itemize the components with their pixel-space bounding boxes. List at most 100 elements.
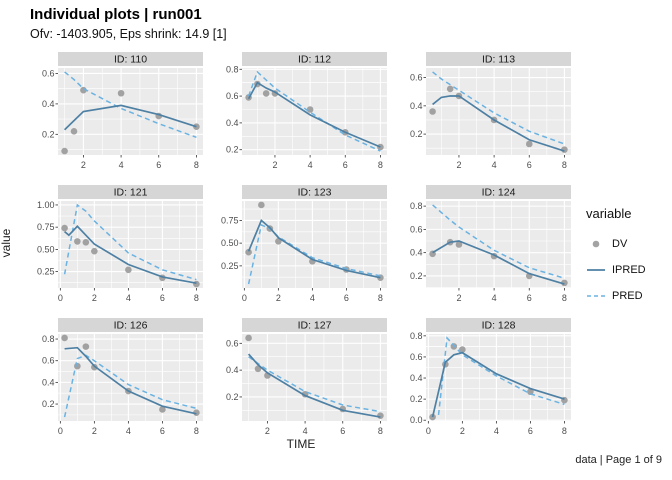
svg-text:2: 2 (460, 426, 465, 436)
svg-text:0.2: 0.2 (410, 394, 423, 404)
facet-strip-label: ID: 127 (298, 320, 332, 332)
pred-line-icon (586, 287, 606, 305)
svg-text:4: 4 (308, 160, 313, 170)
facet-grid: 0.2 0.4 0.6 2 4 6 8 ID: 110 0.2 0.4 0.6 0.8 2 4 6 8 I… (30, 52, 572, 437)
svg-text:0: 0 (58, 293, 63, 303)
svg-text:8: 8 (194, 160, 199, 170)
facet-plot-121: 0.25 0.50 0.75 1.00 0 2 4 6 8 ID: 121 (37, 185, 203, 303)
svg-text:6: 6 (340, 426, 345, 436)
svg-text:0.6: 0.6 (226, 91, 239, 101)
legend-entry-ipred: IPRED (586, 257, 672, 283)
svg-text:4: 4 (126, 293, 131, 303)
svg-text:0.25: 0.25 (37, 267, 55, 277)
svg-text:2: 2 (81, 160, 86, 170)
svg-text:8: 8 (194, 293, 199, 303)
svg-text:6: 6 (160, 426, 165, 436)
legend-entry-label: DV (612, 238, 628, 250)
facet-strip-label: ID: 121 (114, 187, 148, 199)
legend-entry-label: IPRED (612, 264, 646, 276)
svg-text:0.8: 0.8 (410, 331, 423, 341)
facet-plot-112: 0.2 0.4 0.6 0.8 2 4 6 8 ID: 112 (226, 52, 387, 170)
svg-text:0.2: 0.2 (410, 271, 423, 281)
facet-strip-label: ID: 110 (114, 54, 147, 66)
svg-text:4: 4 (494, 426, 499, 436)
svg-text:6: 6 (527, 293, 532, 303)
svg-text:8: 8 (562, 426, 567, 436)
svg-text:8: 8 (194, 426, 199, 436)
svg-text:4: 4 (126, 426, 131, 436)
facet-plot-110: 0.2 0.4 0.6 2 4 6 8 ID: 110 (42, 52, 203, 170)
svg-text:0.2: 0.2 (42, 399, 55, 409)
facet-plot-113: 0.2 0.4 0.6 2 4 6 8 ID: 113 (410, 52, 571, 170)
facet-plot-123: 0.25 0.50 0.75 0 2 4 6 8 ID: 123 (221, 185, 387, 303)
svg-text:0.2: 0.2 (410, 129, 423, 139)
page-subtitle: Ofv: -1403.905, Eps shrink: 14.9 [1] (30, 27, 227, 41)
svg-text:6: 6 (160, 293, 165, 303)
svg-text:0: 0 (242, 293, 247, 303)
svg-text:0.6: 0.6 (42, 68, 55, 78)
svg-text:0.4: 0.4 (226, 118, 239, 128)
svg-text:2: 2 (92, 293, 97, 303)
facet-plot-128: 0.0 0.2 0.4 0.6 0.8 0 2 4 6 8 ID: 128 (410, 318, 571, 436)
svg-text:4: 4 (119, 160, 124, 170)
svg-text:0.8: 0.8 (42, 334, 55, 344)
svg-text:0.6: 0.6 (42, 356, 55, 366)
svg-text:0.75: 0.75 (37, 222, 55, 232)
facet-plot-124: 0.2 0.4 0.6 0.8 2 4 6 8 ID: 124 (410, 185, 571, 303)
svg-text:6: 6 (528, 426, 533, 436)
page-title: Individual plots | run001 (30, 6, 202, 23)
facet-strip-label: ID: 112 (298, 54, 331, 66)
svg-text:8: 8 (378, 160, 383, 170)
svg-text:6: 6 (343, 160, 348, 170)
facet-strip-label: ID: 126 (114, 320, 148, 332)
svg-text:6: 6 (344, 293, 349, 303)
svg-text:0.50: 0.50 (221, 238, 239, 248)
svg-text:0.4: 0.4 (410, 101, 423, 111)
svg-text:2: 2 (265, 426, 270, 436)
svg-text:6: 6 (156, 160, 161, 170)
facet-plot-127: 0.2 0.4 0.6 2 4 6 8 ID: 127 (226, 318, 387, 436)
legend-entry-label: PRED (612, 290, 643, 302)
svg-text:2: 2 (456, 293, 461, 303)
svg-text:0.4: 0.4 (42, 99, 55, 109)
svg-text:8: 8 (562, 293, 567, 303)
svg-text:0.6: 0.6 (410, 73, 423, 83)
svg-text:0.6: 0.6 (410, 224, 423, 234)
svg-text:0.2: 0.2 (226, 145, 239, 155)
ipred-line-icon (586, 261, 606, 279)
svg-text:0.2: 0.2 (42, 129, 55, 139)
facet-plot-126: 0.2 0.4 0.6 0.8 0 2 4 6 8 ID: 126 (42, 318, 203, 436)
svg-text:0.75: 0.75 (221, 215, 239, 225)
svg-text:8: 8 (378, 426, 383, 436)
svg-text:2: 2 (456, 160, 461, 170)
facet-strip-label: ID: 128 (482, 320, 516, 332)
facet-strip-label: ID: 113 (482, 54, 515, 66)
svg-text:0.6: 0.6 (226, 338, 239, 348)
svg-text:0: 0 (58, 426, 63, 436)
svg-text:0.50: 0.50 (37, 244, 55, 254)
svg-text:0.4: 0.4 (226, 365, 239, 375)
svg-text:4: 4 (492, 160, 497, 170)
svg-text:0.0: 0.0 (410, 415, 423, 425)
svg-text:0.2: 0.2 (226, 392, 239, 402)
dv-point-icon (586, 235, 606, 253)
svg-text:0.8: 0.8 (226, 64, 239, 74)
legend-entry-dv: DV (586, 231, 672, 257)
x-axis-title: TIME (286, 437, 316, 451)
legend: variable DV IPRED PRED (586, 206, 672, 309)
svg-text:6: 6 (527, 160, 532, 170)
svg-text:4: 4 (303, 426, 308, 436)
facet-strip-label: ID: 123 (298, 187, 332, 199)
svg-text:0: 0 (426, 426, 431, 436)
svg-text:0.25: 0.25 (221, 261, 239, 271)
page-caption: data | Page 1 of 9 (575, 454, 662, 466)
svg-text:2: 2 (92, 426, 97, 436)
svg-text:4: 4 (492, 293, 497, 303)
svg-text:0.4: 0.4 (410, 373, 423, 383)
facet-strip-label: ID: 124 (482, 187, 516, 199)
y-axis-title: value (0, 228, 13, 258)
svg-text:0.4: 0.4 (410, 248, 423, 258)
svg-text:0.6: 0.6 (410, 352, 423, 362)
svg-text:8: 8 (562, 160, 567, 170)
